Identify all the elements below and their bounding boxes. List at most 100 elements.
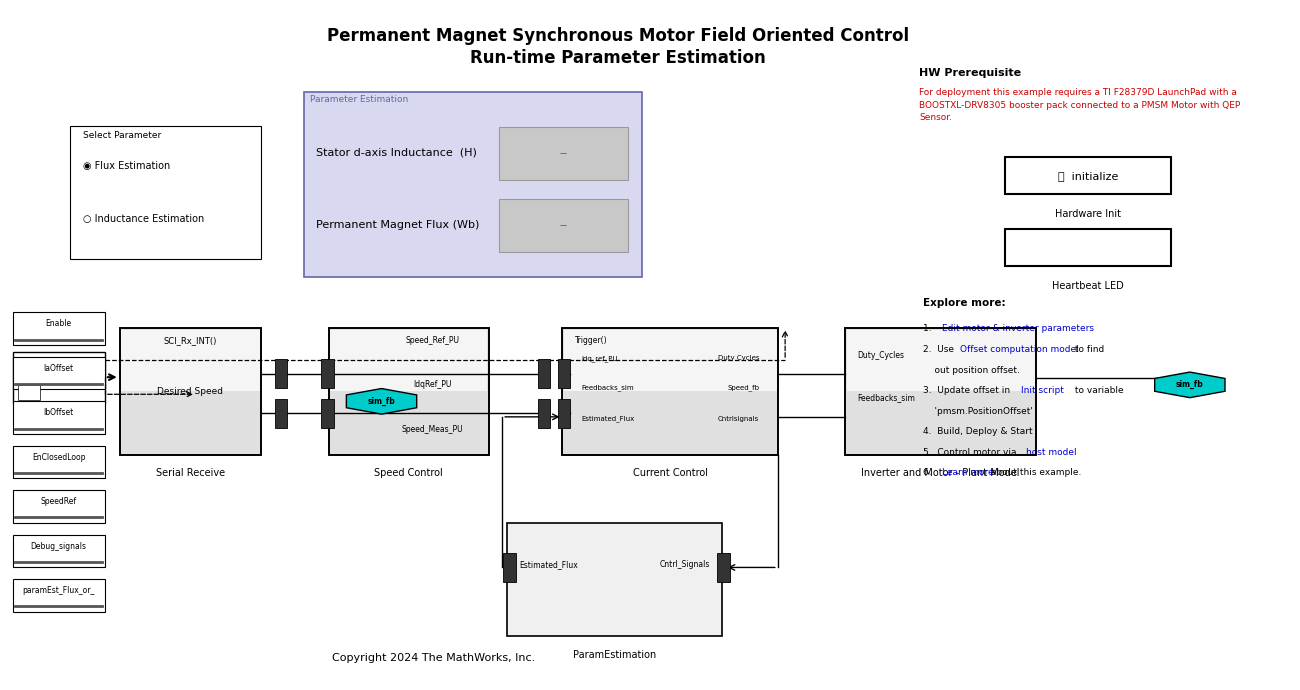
Text: Simulation: Simulation [36, 362, 81, 371]
Text: 2.  Use: 2. Use [923, 345, 957, 354]
Text: Explore more:: Explore more: [923, 299, 1005, 308]
Text: Heartbeat LED: Heartbeat LED [1053, 282, 1124, 291]
FancyBboxPatch shape [558, 359, 569, 388]
Text: For deployment this example requires a TI F28379D LaunchPad with a
BOOSTXL-DRV83: For deployment this example requires a T… [919, 88, 1240, 122]
FancyBboxPatch shape [274, 359, 287, 388]
Text: Hardware Init: Hardware Init [1056, 210, 1122, 219]
FancyBboxPatch shape [13, 401, 105, 434]
FancyBboxPatch shape [13, 357, 105, 389]
Text: Estimated_Flux: Estimated_Flux [581, 415, 634, 422]
FancyBboxPatch shape [503, 553, 516, 582]
Text: Estimated_Flux: Estimated_Flux [520, 560, 578, 569]
Text: 4.  Build, Deploy & Start: 4. Build, Deploy & Start [923, 427, 1032, 436]
FancyBboxPatch shape [17, 385, 40, 400]
Text: Duty_Cycles: Duty_Cycles [858, 351, 905, 360]
Polygon shape [346, 388, 417, 414]
Text: Current Control: Current Control [633, 469, 707, 478]
Text: Speed_Meas_PU: Speed_Meas_PU [402, 424, 464, 434]
Text: host model: host model [1026, 448, 1076, 457]
Text: 6.: 6. [923, 469, 937, 477]
Text: SCI_Rx_INT(): SCI_Rx_INT() [164, 336, 217, 345]
Text: Idq_ref_PU: Idq_ref_PU [581, 355, 618, 362]
FancyBboxPatch shape [498, 199, 628, 252]
FancyBboxPatch shape [845, 328, 1036, 455]
Text: 'pmsm.PositionOffset': 'pmsm.PositionOffset' [923, 406, 1032, 415]
Text: sim_fb: sim_fb [1176, 380, 1204, 389]
FancyBboxPatch shape [304, 92, 642, 277]
Text: --: -- [559, 148, 567, 158]
Text: Serial Receive: Serial Receive [156, 469, 225, 478]
Text: Cntrlsignals: Cntrlsignals [718, 416, 759, 422]
Text: Learn more: Learn more [941, 469, 993, 477]
Text: Stator d-axis Inductance  (H): Stator d-axis Inductance (H) [316, 148, 477, 158]
FancyBboxPatch shape [121, 331, 260, 391]
Polygon shape [1154, 372, 1225, 397]
FancyBboxPatch shape [564, 331, 776, 391]
Text: Init script: Init script [1020, 386, 1063, 395]
Text: to variable: to variable [1072, 386, 1124, 395]
FancyBboxPatch shape [538, 399, 550, 428]
FancyBboxPatch shape [13, 490, 105, 523]
FancyBboxPatch shape [321, 359, 334, 388]
FancyBboxPatch shape [13, 352, 105, 403]
FancyBboxPatch shape [1005, 228, 1171, 266]
Text: Run-time Parameter Estimation: Run-time Parameter Estimation [471, 49, 766, 68]
Text: ⏻  initialize: ⏻ initialize [1058, 170, 1118, 181]
Text: Copyright 2024 The MathWorks, Inc.: Copyright 2024 The MathWorks, Inc. [332, 653, 534, 663]
Text: Permanent Magnet Synchronous Motor Field Oriented Control: Permanent Magnet Synchronous Motor Field… [326, 27, 909, 45]
Text: Enable: Enable [46, 319, 72, 328]
FancyBboxPatch shape [13, 535, 105, 567]
Text: Speed_fb: Speed_fb [727, 384, 759, 391]
Text: HW_INT: HW_INT [43, 377, 75, 386]
Text: paramEst_Flux_or_: paramEst_Flux_or_ [22, 586, 95, 595]
FancyBboxPatch shape [329, 328, 489, 455]
Text: sim_fb: sim_fb [368, 397, 395, 406]
Text: SpeedRef: SpeedRef [40, 497, 77, 506]
Text: Select Parameter: Select Parameter [83, 132, 161, 141]
Text: EnClosedLoop: EnClosedLoop [32, 453, 86, 462]
Text: 3.  Update offset in: 3. Update offset in [923, 386, 1013, 395]
Text: ParamEstimation: ParamEstimation [573, 649, 656, 660]
FancyBboxPatch shape [507, 523, 723, 636]
FancyBboxPatch shape [70, 126, 261, 259]
Text: Permanent Magnet Flux (Wb): Permanent Magnet Flux (Wb) [316, 220, 480, 230]
FancyBboxPatch shape [718, 553, 729, 582]
Text: about this example.: about this example. [988, 469, 1082, 477]
FancyBboxPatch shape [558, 399, 569, 428]
FancyBboxPatch shape [498, 127, 628, 180]
FancyBboxPatch shape [13, 579, 105, 612]
Text: out position offset.: out position offset. [923, 366, 1019, 375]
Text: Desired Speed: Desired Speed [157, 386, 224, 395]
FancyBboxPatch shape [13, 312, 105, 345]
FancyBboxPatch shape [846, 331, 1035, 391]
Text: Feedbacks_sim: Feedbacks_sim [581, 384, 633, 391]
Text: 1.: 1. [923, 324, 937, 333]
FancyBboxPatch shape [120, 328, 261, 455]
Text: ◉ Flux Estimation: ◉ Flux Estimation [83, 161, 170, 171]
Text: IbOffset: IbOffset [44, 408, 74, 417]
Text: Duty Cycles: Duty Cycles [718, 355, 759, 362]
Text: Cntrl_Signals: Cntrl_Signals [659, 560, 710, 569]
Text: IdqRef_PU: IdqRef_PU [413, 380, 452, 389]
FancyBboxPatch shape [330, 331, 488, 391]
Text: Edit motor & inverter parameters: Edit motor & inverter parameters [941, 324, 1093, 333]
Text: IaOffset: IaOffset [44, 364, 74, 373]
FancyBboxPatch shape [13, 446, 105, 478]
FancyBboxPatch shape [274, 399, 287, 428]
FancyBboxPatch shape [563, 328, 777, 455]
Text: Speed_Ref_PU: Speed_Ref_PU [406, 336, 460, 345]
Text: Trigger(): Trigger() [575, 336, 607, 345]
Text: Parameter Estimation: Parameter Estimation [311, 95, 408, 104]
Text: Speed Control: Speed Control [374, 469, 443, 478]
Text: HW Prerequisite: HW Prerequisite [919, 68, 1022, 78]
FancyBboxPatch shape [538, 359, 550, 388]
Text: Offset computation model: Offset computation model [961, 345, 1079, 354]
Text: to find: to find [1072, 345, 1105, 354]
Text: Feedbacks_sim: Feedbacks_sim [858, 393, 915, 402]
Text: Debug_signals: Debug_signals [31, 542, 87, 551]
FancyBboxPatch shape [321, 399, 334, 428]
Text: Inverter and Motor - Plant Model: Inverter and Motor - Plant Model [862, 469, 1021, 478]
Text: 5.  Control motor via: 5. Control motor via [923, 448, 1019, 457]
Text: HW Interrupt: HW Interrupt [30, 417, 88, 426]
Text: --: -- [559, 220, 567, 230]
